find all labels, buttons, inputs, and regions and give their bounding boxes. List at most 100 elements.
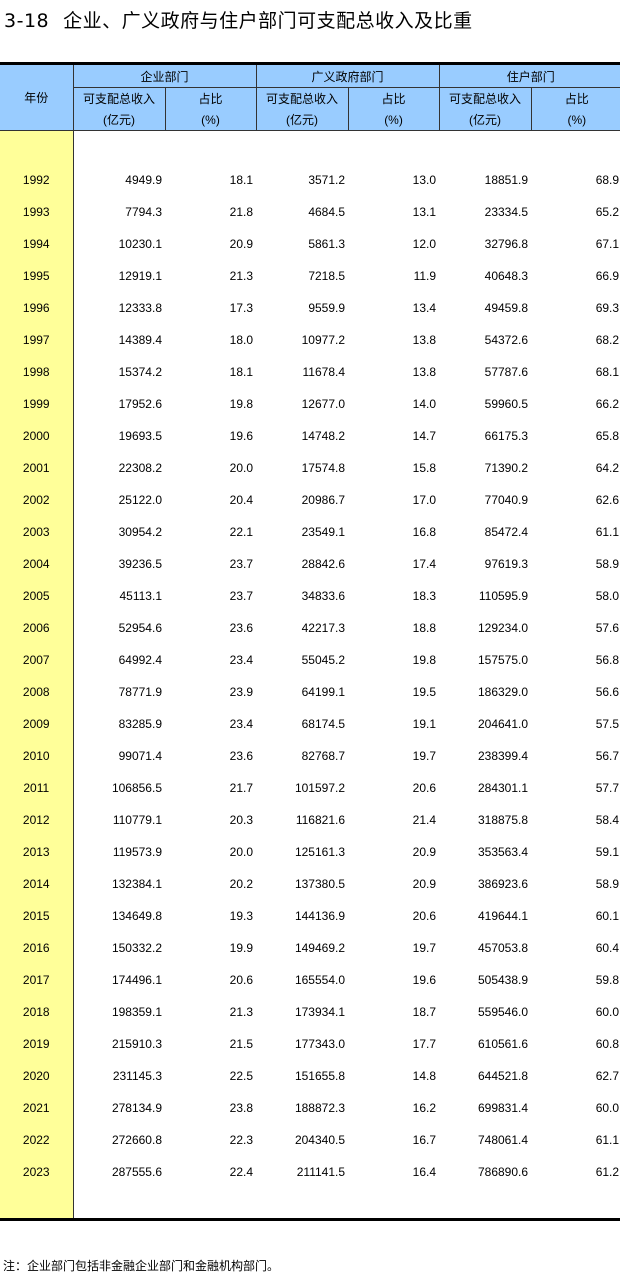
household-share-cell: 56.8 — [595, 653, 620, 667]
table-row: 2022 272660.8 22.3 204340.5 16.7 748061.4 61.1 — [0, 1124, 620, 1156]
government-share-cell: 19.7 — [412, 941, 437, 955]
government-share-cell: 20.6 — [412, 909, 437, 923]
government-share-cell: 19.1 — [412, 717, 437, 731]
government-share-cell: 14.8 — [412, 1069, 437, 1083]
enterprise-income-cell: 198359.1 — [111, 1005, 162, 1019]
table-row: 1992 4949.9 18.1 3571.2 13.0 18851.9 68.9 — [0, 164, 620, 196]
enterprise-share-cell: 21.5 — [229, 1037, 254, 1051]
government-income-cell: 5861.3 — [308, 237, 346, 251]
government-income-cell: 12677.0 — [301, 397, 346, 411]
household-share-cell: 61.1 — [595, 1133, 620, 1147]
share-label-unit: (%) — [347, 109, 440, 131]
government-share-cell: 14.7 — [412, 429, 437, 443]
enterprise-income-cell: 272660.8 — [111, 1133, 162, 1147]
household-share-cell: 58.9 — [595, 877, 620, 891]
year-cell: 2023 — [0, 1156, 74, 1188]
table-row: 1993 7794.3 21.8 4684.5 13.1 23334.5 65.2 — [0, 196, 620, 228]
enterprise-income-cell: 110779.1 — [112, 813, 162, 827]
share-label: 占比 — [530, 87, 620, 109]
table-row: 2007 64992.4 23.4 55045.2 19.8 157575.0 56.8 — [0, 644, 620, 676]
government-income-cell: 9559.9 — [308, 301, 346, 315]
enterprise-income-cell: 231145.3 — [112, 1069, 162, 1083]
household-share-cell: 58.9 — [595, 557, 620, 571]
income-table: 年份 企业部门 广义政府部门 住户部门 可支配总收入 占比 可支配总收入 占比 可支配总… — [0, 62, 620, 1221]
government-income-cell: 177343.0 — [294, 1037, 346, 1051]
income-label: 可支配总收入 — [255, 87, 349, 109]
year-cell: 2022 — [0, 1124, 74, 1156]
government-income-cell: 144136.9 — [294, 909, 346, 923]
household-share-cell: 68.2 — [595, 333, 620, 347]
government-income-cell: 188872.3 — [294, 1101, 346, 1115]
table-row: 2006 52954.6 23.6 42217.3 18.8 129234.0 57.6 — [0, 612, 620, 644]
enterprise-share-cell: 21.3 — [229, 1005, 254, 1019]
government-share-cell: 13.8 — [412, 333, 437, 347]
household-income-cell: 699831.4 — [477, 1101, 529, 1115]
government-income-cell: 23549.1 — [301, 525, 346, 539]
year-cell: 2013 — [0, 836, 74, 868]
household-share-cell: 68.1 — [595, 365, 620, 379]
year-cell: 1996 — [0, 292, 74, 324]
enterprise-income-cell: 119573.9 — [112, 845, 162, 859]
table-row: 1994 10230.1 20.9 5861.3 12.0 32796.8 67.1 — [0, 228, 620, 260]
household-income-cell: 610561.6 — [477, 1037, 529, 1051]
table-row: 2021 278134.9 23.8 188872.3 16.2 699831.4 60.0 — [0, 1092, 620, 1124]
government-income-cell: 20986.7 — [301, 493, 346, 507]
government-income-cell: 149469.2 — [294, 941, 346, 955]
year-cell: 2021 — [0, 1092, 74, 1124]
table-row: 2009 83285.9 23.4 68174.5 19.1 204641.0 57.5 — [0, 708, 620, 740]
government-share-cell: 17.0 — [412, 493, 437, 507]
enterprise-income-cell: 64992.4 — [118, 653, 162, 667]
income-label: 可支配总收入 — [438, 87, 532, 109]
household-share-cell: 57.6 — [595, 621, 620, 635]
government-share-cell: 11.9 — [413, 269, 437, 283]
government-income-cell: 14748.2 — [301, 429, 346, 443]
government-share-cell: 20.9 — [412, 877, 437, 891]
government-income-cell: 34833.6 — [301, 589, 346, 603]
government-income-cell: 10977.2 — [301, 333, 346, 347]
enterprise-share-cell: 23.7 — [229, 557, 254, 571]
year-cell: 2011 — [0, 772, 74, 804]
enterprise-share-cell: 18.1 — [229, 365, 254, 379]
header-enterprise: 企业部门 — [72, 62, 257, 88]
enterprise-income-cell: 278134.9 — [111, 1101, 162, 1115]
government-income-cell: 82768.7 — [301, 749, 346, 763]
table-row: 1998 15374.2 18.1 11678.4 13.8 57787.6 68.1 — [0, 356, 620, 388]
household-share-cell: 60.0 — [595, 1005, 620, 1019]
household-share-cell: 57.7 — [595, 781, 620, 795]
government-share-cell: 16.4 — [412, 1165, 437, 1179]
household-income-cell: 40648.3 — [484, 269, 529, 283]
year-cell: 2019 — [0, 1028, 74, 1060]
table-row: 1996 12333.8 17.3 9559.9 13.4 49459.8 69.3 — [0, 292, 620, 324]
household-income-cell: 57787.6 — [484, 365, 529, 379]
enterprise-income-cell: 7794.3 — [125, 205, 162, 219]
enterprise-share-cell: 22.4 — [229, 1165, 254, 1179]
government-share-cell: 19.5 — [412, 685, 437, 699]
government-share-cell: 14.0 — [412, 397, 437, 411]
table-row: 2000 19693.5 19.6 14748.2 14.7 66175.3 65.8 — [0, 420, 620, 452]
government-share-cell: 12.0 — [412, 237, 437, 251]
enterprise-share-cell: 23.4 — [229, 653, 254, 667]
enterprise-income-cell: 52954.6 — [118, 621, 162, 635]
year-cell: 1999 — [0, 388, 74, 420]
share-label: 占比 — [164, 87, 257, 109]
year-cell: 2005 — [0, 580, 74, 612]
government-share-cell: 16.2 — [412, 1101, 437, 1115]
table-title-text: 企业、广义政府与住户部门可支配总收入及比重 — [63, 10, 473, 32]
enterprise-share-cell: 20.4 — [229, 493, 254, 507]
household-income-cell: 129234.0 — [477, 621, 529, 635]
household-share-cell: 58.0 — [595, 589, 620, 603]
household-share-cell: 56.7 — [595, 749, 620, 763]
government-share-cell: 15.8 — [412, 461, 437, 475]
household-income-cell: 157575.0 — [477, 653, 529, 667]
household-income-cell: 419644.1 — [477, 909, 529, 923]
government-income-cell: 116821.6 — [295, 813, 346, 827]
government-income-cell: 125161.3 — [294, 845, 346, 859]
enterprise-income-cell: 83285.9 — [118, 717, 162, 731]
enterprise-share-cell: 18.1 — [229, 173, 254, 187]
year-cell: 2000 — [0, 420, 74, 452]
enterprise-income-cell: 22308.2 — [118, 461, 162, 475]
household-income-cell: 49459.8 — [484, 301, 529, 315]
year-cell: 1995 — [0, 260, 74, 292]
government-income-cell: 7218.5 — [308, 269, 346, 283]
year-cell: 1993 — [0, 196, 74, 228]
